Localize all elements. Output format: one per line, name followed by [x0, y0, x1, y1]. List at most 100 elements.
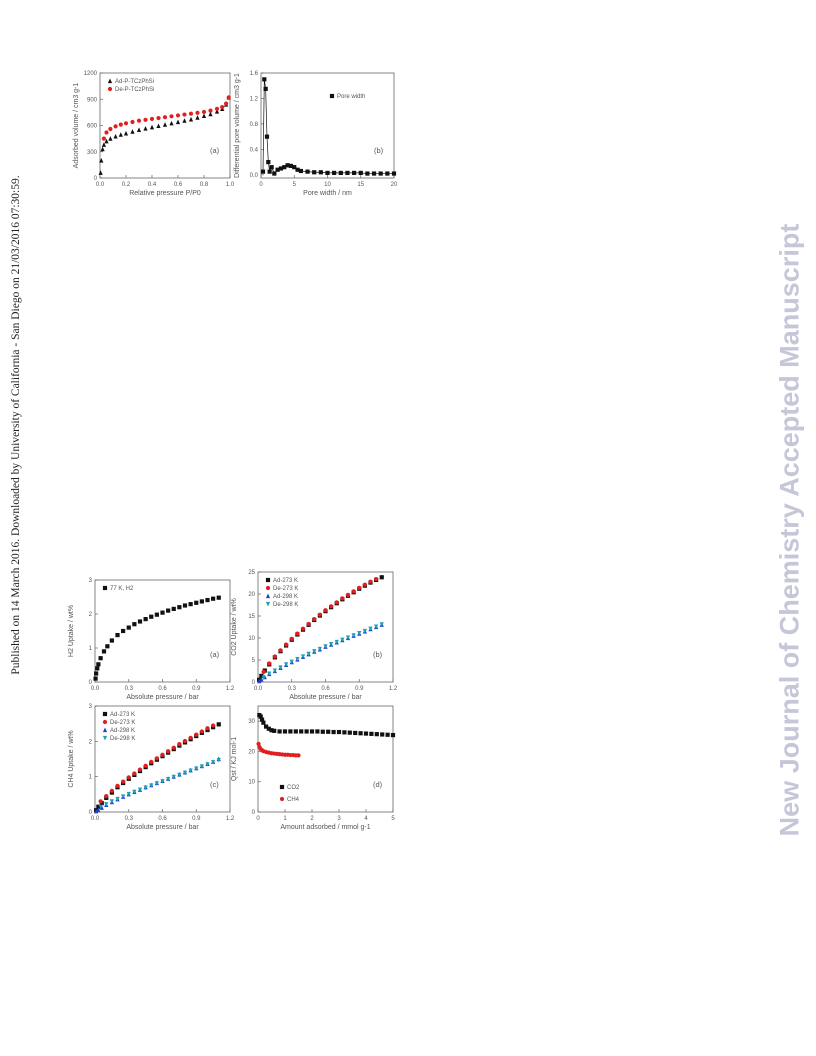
y-tick-label: 300 — [87, 150, 98, 156]
data-point — [136, 127, 142, 132]
data-point — [296, 753, 301, 758]
data-point — [334, 600, 339, 605]
legend-label: Ad-273 K — [273, 578, 298, 584]
panel-label: (a) — [210, 650, 220, 659]
legend-marker — [279, 784, 285, 790]
panel-label: (c) — [210, 780, 219, 789]
data-point — [149, 783, 154, 788]
y-tick-label: 2 — [89, 739, 93, 745]
y-tick-label: 25 — [248, 570, 255, 576]
legend-label: CH4 — [287, 797, 300, 803]
data-point — [320, 729, 325, 734]
data-point — [289, 659, 294, 665]
data-point — [166, 749, 171, 754]
data-point — [160, 752, 165, 757]
data-point — [345, 635, 351, 641]
x-tick-label: 0.8 — [200, 182, 209, 188]
y-tick-label: 1.2 — [250, 96, 259, 102]
legend-label: CO2 — [287, 785, 300, 791]
plot-frame — [260, 72, 395, 179]
data-point — [105, 644, 110, 649]
data-point — [98, 656, 103, 661]
legend-label: De-273 K — [110, 720, 135, 726]
data-point — [357, 585, 362, 590]
data-point — [284, 642, 289, 647]
x-tick-label: 0.3 — [125, 816, 134, 822]
data-point — [109, 788, 114, 793]
data-point — [295, 631, 300, 636]
data-point — [100, 146, 105, 152]
x-tick-label: 0.9 — [192, 816, 201, 822]
data-point — [175, 113, 181, 118]
chart-panel-2: 0 5 10 15 20 0.0 0.4 0.8 1.2 1.6 Pore width / nm Di… — [234, 71, 398, 197]
data-point — [149, 614, 154, 619]
data-point — [284, 662, 289, 667]
data-point — [208, 108, 213, 113]
data-point — [312, 616, 317, 622]
x-tick-label: 0 — [256, 816, 260, 822]
x-tick-label: 0 — [259, 182, 263, 188]
data-point — [101, 142, 106, 147]
data-point — [300, 654, 306, 659]
data-point — [282, 165, 287, 170]
data-series — [98, 723, 216, 804]
data-point — [264, 724, 269, 729]
y-tick-label: 1 — [89, 646, 93, 652]
legend-label: De-P-TCzPhSi — [115, 87, 154, 93]
data-point — [347, 730, 352, 735]
data-point — [175, 119, 181, 125]
data-point — [390, 732, 396, 738]
data-point — [171, 606, 176, 611]
legend-marker — [102, 711, 108, 717]
data-point — [126, 625, 131, 630]
x-tick-label: 15 — [357, 182, 364, 188]
y-tick-label: 2 — [89, 612, 93, 618]
legend-marker — [329, 93, 335, 99]
legend-label: Ad-298 K — [273, 594, 298, 600]
data-point — [96, 662, 101, 667]
data-point — [267, 169, 272, 174]
data-point — [362, 582, 367, 587]
data-point — [371, 171, 377, 176]
data-point — [188, 768, 193, 774]
x-tick-label: 0.9 — [192, 686, 201, 692]
data-point — [160, 610, 165, 615]
data-point — [374, 732, 379, 737]
data-point — [109, 799, 114, 804]
data-point — [261, 669, 266, 674]
legend-label: Ad-298 K — [110, 728, 135, 734]
y-axis-label: H2 Uptake / wt% — [68, 605, 75, 657]
data-point — [108, 136, 113, 141]
data-point — [380, 732, 385, 737]
data-point — [285, 163, 290, 168]
y-tick-label: 0.4 — [250, 147, 259, 153]
y-tick-label: 0 — [94, 176, 98, 182]
x-axis-label: Absolute pressure / bar — [126, 824, 199, 831]
data-point — [104, 794, 109, 799]
legend-marker — [107, 86, 113, 92]
chart-panel-5: 0.0 0.3 0.6 0.9 1.2 0 1 2 3 Absolute pressure / b… — [68, 704, 235, 831]
panel-label: (d) — [373, 780, 383, 789]
data-point — [259, 673, 264, 678]
plot-frame — [257, 705, 394, 813]
legend-marker — [102, 585, 108, 591]
data-point — [182, 770, 188, 776]
data-point — [143, 785, 148, 791]
data-point — [104, 802, 109, 807]
data-series — [261, 576, 379, 674]
data-point — [379, 622, 384, 627]
data-point — [188, 602, 193, 607]
legend-marker — [265, 585, 271, 591]
data-point — [149, 124, 155, 130]
data-point — [214, 109, 220, 114]
x-axis-label: Absolute pressure / bar — [289, 694, 362, 701]
panel-label: (b) — [373, 650, 383, 659]
data-point — [309, 729, 315, 734]
data-point — [118, 132, 123, 137]
data-point — [329, 604, 334, 609]
data-point — [121, 794, 126, 799]
data-point — [263, 86, 268, 92]
legend-marker — [265, 601, 271, 607]
data-point — [154, 781, 159, 786]
